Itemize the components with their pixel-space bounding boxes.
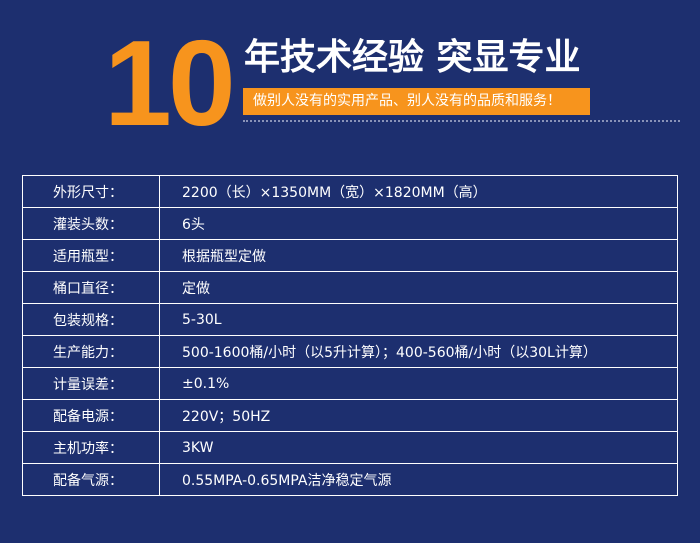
spec-table: 外形尺寸： 2200（长）×1350MM（宽）×1820MM（高） 灌装头数： 6头适… bbox=[22, 175, 678, 496]
spec-value: 根据瓶型定做 bbox=[159, 239, 678, 272]
spec-label: 配备气源： bbox=[22, 463, 160, 496]
spec-row: 配备气源： 0.55MPA-0.65MPA洁净稳定气源 bbox=[22, 463, 678, 496]
spec-label: 外形尺寸： bbox=[22, 175, 160, 208]
spec-value: 定做 bbox=[159, 271, 678, 304]
headline-number: 10 bbox=[104, 15, 236, 151]
spec-value: 2200（长）×1350MM（宽）×1820MM（高） bbox=[159, 175, 678, 208]
spec-value: ±0.1% bbox=[159, 367, 678, 400]
spec-value: 220V；50HZ bbox=[159, 399, 678, 432]
spec-value: 5-30L bbox=[159, 303, 678, 336]
spec-row: 主机功率： 3KW bbox=[22, 431, 678, 464]
spec-value: 6头 bbox=[159, 207, 678, 240]
spec-label: 适用瓶型： bbox=[22, 239, 160, 272]
decorative-rule bbox=[243, 120, 680, 126]
spec-value: 500-1600桶/小时（以5升计算）；400-560桶/小时（以30L计算） bbox=[159, 335, 678, 368]
slogan-banner: 做别人没有的实用产品、别人没有的品质和服务！ bbox=[243, 88, 590, 115]
spec-row: 配备电源： 220V；50HZ bbox=[22, 399, 678, 432]
spec-row: 灌装头数： 6头 bbox=[22, 207, 678, 240]
spec-value: 0.55MPA-0.65MPA洁净稳定气源 bbox=[159, 463, 678, 496]
spec-label: 配备电源： bbox=[22, 399, 160, 432]
spec-label: 生产能力： bbox=[22, 335, 160, 368]
spec-row: 生产能力： 500-1600桶/小时（以5升计算）；400-560桶/小时（以30… bbox=[22, 335, 678, 368]
spec-label: 灌装头数： bbox=[22, 207, 160, 240]
spec-label: 包装规格： bbox=[22, 303, 160, 336]
spec-label: 主机功率： bbox=[22, 431, 160, 464]
spec-value: 3KW bbox=[159, 431, 678, 464]
spec-row: 适用瓶型： 根据瓶型定做 bbox=[22, 239, 678, 272]
spec-row: 外形尺寸： 2200（长）×1350MM（宽）×1820MM（高） bbox=[22, 175, 678, 208]
spec-label: 桶口直径： bbox=[22, 271, 160, 304]
spec-row: 桶口直径： 定做 bbox=[22, 271, 678, 304]
spec-row: 包装规格： 5-30L bbox=[22, 303, 678, 336]
spec-row: 计量误差： ±0.1% bbox=[22, 367, 678, 400]
headline-title: 年技术经验 突显专业 bbox=[244, 37, 581, 78]
spec-label: 计量误差： bbox=[22, 367, 160, 400]
